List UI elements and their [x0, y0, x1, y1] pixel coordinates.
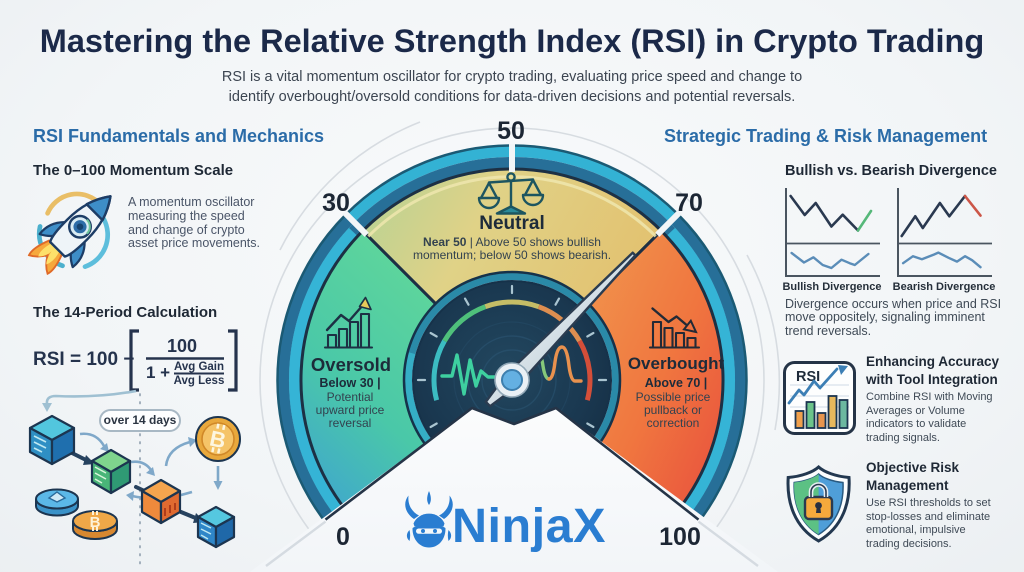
svg-text:B: B — [208, 426, 229, 454]
svg-text:B: B — [90, 514, 101, 531]
